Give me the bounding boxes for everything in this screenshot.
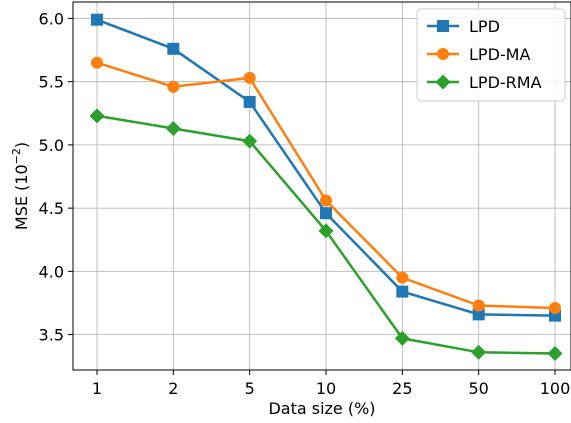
legend-label: LPD <box>469 17 500 36</box>
x-tick-label: 25 <box>392 379 412 398</box>
legend-label: LPD-RMA <box>469 73 542 92</box>
data-point <box>549 302 561 315</box>
data-point <box>320 207 332 220</box>
y-tick-label: 3.5 <box>39 326 64 345</box>
data-point <box>167 42 180 55</box>
series-lpd-rma <box>89 108 563 362</box>
y-axis-label-exponent: −2 <box>10 148 23 164</box>
legend: LPD LPD-MA LPD-RMA <box>416 8 566 102</box>
data-point <box>91 56 103 69</box>
legend-box <box>416 8 566 102</box>
y-axis-label-close: ) <box>12 142 31 148</box>
legend-marker <box>437 20 449 32</box>
data-point <box>165 120 181 136</box>
x-tick-label: 100 <box>540 379 571 398</box>
legend-item-lpd-ma: LPD-MA <box>427 45 530 64</box>
series-lpd-ma <box>91 56 561 315</box>
data-point <box>320 194 332 207</box>
x-tick-label: 50 <box>468 379 488 398</box>
y-axis-label-base: MSE (10 <box>12 164 31 230</box>
data-point <box>243 71 256 84</box>
x-axis-label: Data size (%) <box>268 399 375 418</box>
data-point <box>396 285 409 298</box>
x-tick-label: 5 <box>245 379 255 398</box>
data-point <box>91 13 103 26</box>
data-point <box>167 80 180 93</box>
legend-marker <box>437 48 449 60</box>
data-point <box>471 344 487 360</box>
x-tick-label: 2 <box>168 379 178 398</box>
y-axis-label: MSE (10−2) <box>10 142 31 230</box>
y-tick-label: 4.5 <box>39 199 64 218</box>
data-point <box>547 346 563 362</box>
y-tick-label: 6.0 <box>39 9 64 28</box>
data-point <box>242 133 258 149</box>
legend-item-lpd: LPD <box>427 17 500 36</box>
plot-frame <box>72 1 571 371</box>
legend-label: LPD-MA <box>469 45 530 64</box>
data-point <box>394 330 410 346</box>
data-point <box>396 271 409 284</box>
series-layer <box>89 13 563 362</box>
y-tick-label: 4.0 <box>39 262 64 281</box>
data-point <box>243 95 256 108</box>
legend-marker <box>435 74 451 90</box>
data-point <box>89 108 105 124</box>
y-tick-label: 5.5 <box>39 73 64 92</box>
x-tick-label: 10 <box>316 379 336 398</box>
y-tick-label: 5.0 <box>39 136 64 155</box>
data-point <box>318 223 334 239</box>
x-tick-label: 1 <box>92 379 102 398</box>
data-point <box>472 308 485 321</box>
data-point <box>472 299 485 312</box>
legend-item-lpd-rma: LPD-RMA <box>427 73 542 92</box>
